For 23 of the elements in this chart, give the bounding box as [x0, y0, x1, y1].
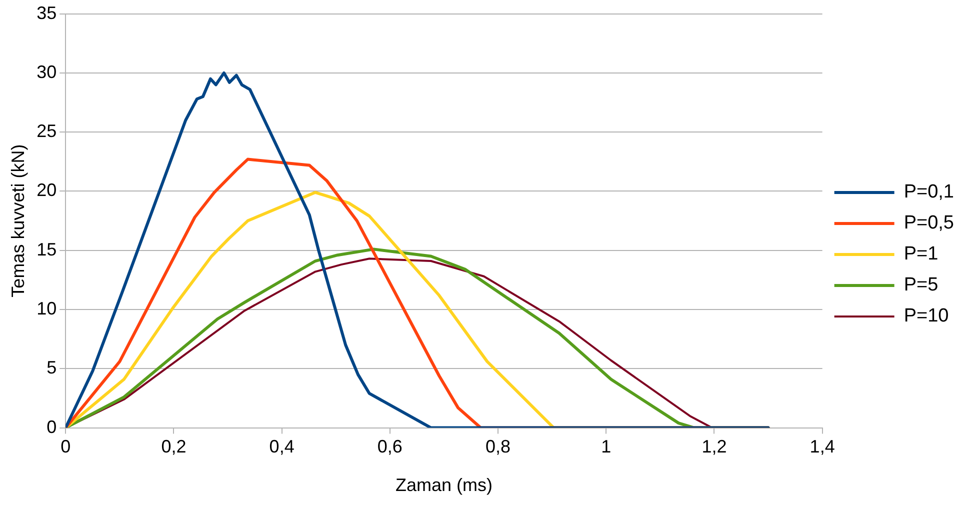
x-tick-label: 0: [60, 436, 71, 457]
y-tick-label: 5: [46, 358, 57, 378]
y-tick-label: 15: [36, 239, 57, 260]
x-axis-title: Zaman (ms): [395, 475, 492, 496]
y-tick-label: 35: [36, 2, 57, 23]
x-tick-label: 1,2: [702, 436, 727, 457]
x-tick-label: 0,4: [269, 436, 294, 457]
legend-label: P=0,5: [904, 212, 954, 234]
y-tick-label: 0: [46, 416, 57, 437]
x-tick-label: 0,2: [161, 436, 186, 457]
y-tick-label: 20: [36, 180, 57, 200]
y-tick-label: 30: [36, 62, 57, 82]
y-tick-label: 25: [36, 121, 57, 142]
y-tick-label: 10: [36, 298, 57, 318]
legend-label: P=1: [904, 244, 938, 265]
x-tick-label: 1: [601, 436, 612, 457]
y-axis-title: Temas kuvveti (kN): [8, 144, 28, 298]
x-tick-label: 1,4: [810, 436, 835, 457]
x-tick-label: 0,6: [377, 436, 402, 457]
x-tick-label: 0,8: [486, 436, 511, 457]
legend-label: P=10: [904, 306, 949, 327]
legend-label: P=5: [904, 274, 938, 296]
legend-label: P=0,1: [904, 182, 954, 203]
